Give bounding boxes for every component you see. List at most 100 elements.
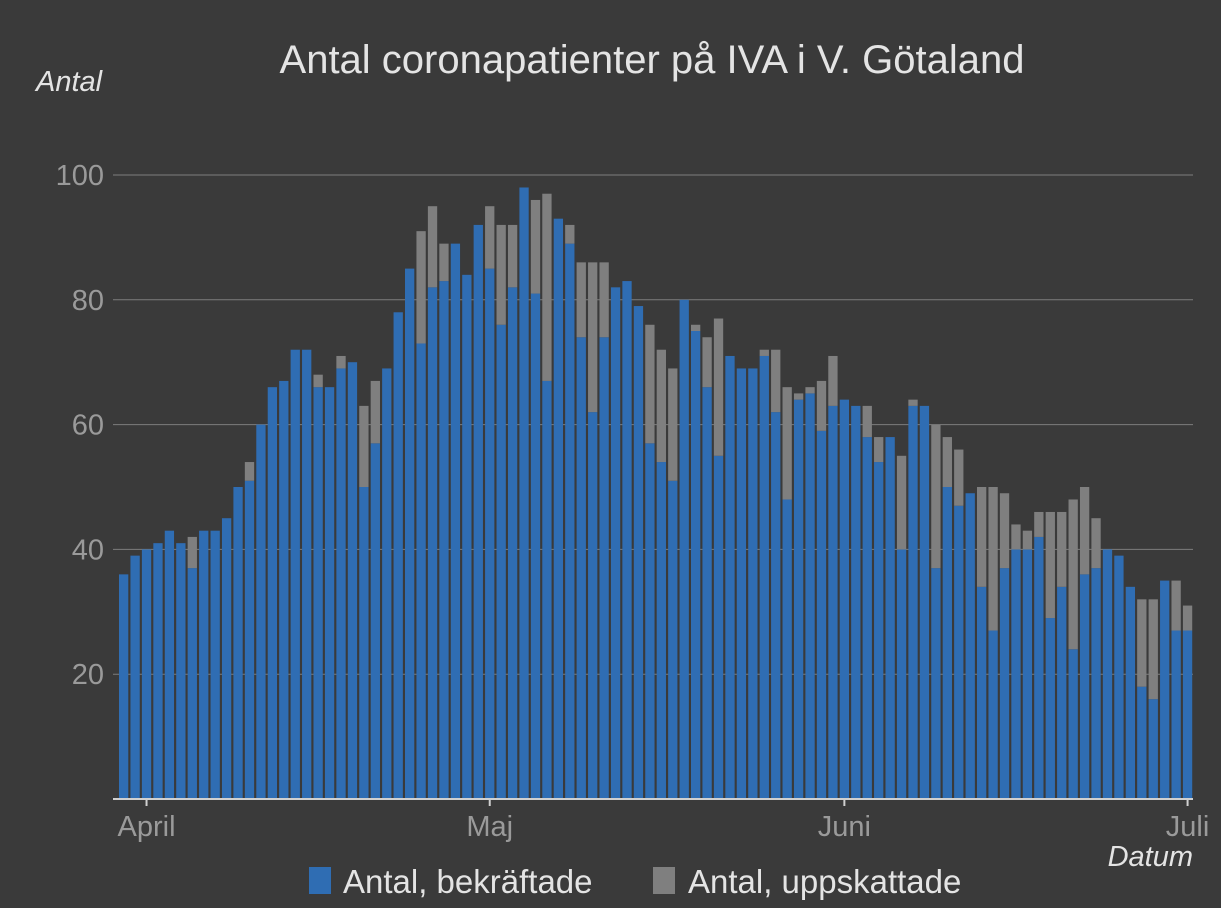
bar-bekraftade xyxy=(610,287,621,799)
bar-bekraftade xyxy=(176,543,186,799)
bar-uppskattade xyxy=(988,487,998,631)
bar-bekraftade xyxy=(965,493,975,799)
bar-uppskattade xyxy=(1045,511,1055,619)
bar-uppskattade xyxy=(359,405,369,487)
bar-bekraftade xyxy=(942,487,952,799)
bar-bekraftade xyxy=(244,480,255,799)
bar-bekraftade xyxy=(977,586,987,799)
bar-bekraftade xyxy=(416,343,426,799)
bar-uppskattade xyxy=(313,374,323,388)
bar-bekraftade xyxy=(736,368,747,799)
bar-uppskattade xyxy=(691,324,701,331)
bar-uppskattade xyxy=(896,455,907,550)
bar-uppskattade xyxy=(1182,605,1193,631)
x-tick-label: Juli xyxy=(1166,811,1210,843)
bar-uppskattade xyxy=(931,424,941,569)
bar-bekraftade xyxy=(1045,618,1055,799)
bar-uppskattade xyxy=(759,349,769,356)
bar-bekraftade xyxy=(713,455,724,799)
bar-uppskattade xyxy=(862,405,872,438)
x-axis-label: Datum xyxy=(1108,841,1193,873)
bar-bekraftade xyxy=(1160,580,1170,799)
x-tick-label: Maj xyxy=(466,811,513,843)
bar-bekraftade xyxy=(1034,536,1044,799)
legend-swatch-uppskattade xyxy=(653,867,675,894)
y-tick-label: 100 xyxy=(56,160,104,192)
bar-bekraftade xyxy=(656,462,666,799)
bar-uppskattade xyxy=(1148,599,1158,700)
bar-bekraftade xyxy=(439,281,449,800)
bar-bekraftade xyxy=(1091,568,1101,799)
bar-bekraftade xyxy=(702,387,712,799)
bar-uppskattade xyxy=(1022,530,1033,550)
bar-uppskattade xyxy=(656,349,666,463)
bar-bekraftade xyxy=(1137,686,1147,799)
bar-bekraftade xyxy=(187,568,197,799)
bar-uppskattade xyxy=(1011,524,1021,550)
legend-label-uppskattade: Antal, uppskattade xyxy=(688,863,961,900)
bar-bekraftade xyxy=(862,437,872,799)
x-tick-label: April xyxy=(118,811,176,843)
bar-bekraftade xyxy=(748,368,758,799)
bar-bekraftade xyxy=(130,555,140,799)
bar-bekraftade xyxy=(507,287,518,799)
legend-swatch-bekraftade xyxy=(309,867,331,894)
bar-bekraftade xyxy=(885,437,895,799)
bar-bekraftade xyxy=(805,393,815,799)
bar-uppskattade xyxy=(187,536,197,569)
bar-bekraftade xyxy=(816,430,827,799)
bar-bekraftade xyxy=(851,405,861,799)
bar-bekraftade xyxy=(405,268,415,800)
bar-bekraftade xyxy=(588,412,598,799)
y-tick-label: 20 xyxy=(72,659,104,691)
bar-uppskattade xyxy=(1068,499,1078,650)
bar-bekraftade xyxy=(828,405,838,799)
bar-bekraftade xyxy=(1171,630,1181,799)
x-ticks: April Maj Juni Juli xyxy=(118,799,1210,843)
bar-uppskattade xyxy=(588,262,598,413)
bar-uppskattade xyxy=(416,231,426,344)
bar-uppskattade xyxy=(1091,518,1101,569)
bar-bekraftade xyxy=(462,274,472,800)
bar-uppskattade xyxy=(565,224,575,244)
bar-uppskattade xyxy=(771,349,781,413)
bar-bekraftade xyxy=(896,549,907,799)
bar-uppskattade xyxy=(1079,487,1090,575)
bar-uppskattade xyxy=(244,462,255,481)
bar-bekraftade xyxy=(370,443,380,799)
bar-uppskattade xyxy=(954,449,964,506)
bar-bekraftade xyxy=(485,268,495,800)
bar-bekraftade xyxy=(633,306,644,799)
bar-bekraftade xyxy=(496,324,506,799)
bar-bekraftade xyxy=(931,568,941,799)
bar-uppskattade xyxy=(542,193,552,381)
bar-bekraftade xyxy=(1068,649,1078,799)
bar-bekraftade xyxy=(359,487,369,799)
bar-bekraftade xyxy=(313,387,323,799)
bar-bekraftade xyxy=(988,630,998,799)
bar-uppskattade xyxy=(816,380,827,431)
bar-bekraftade xyxy=(347,362,358,799)
chart-title: Antal coronapatienter på IVA i V. Götala… xyxy=(280,38,1025,82)
bar-uppskattade xyxy=(496,224,506,325)
bar-bekraftade xyxy=(279,380,289,799)
bar-uppskattade xyxy=(828,355,838,406)
bar-bekraftade xyxy=(599,337,609,799)
bar-bekraftade xyxy=(324,387,335,799)
bar-bekraftade xyxy=(542,380,552,799)
bar-uppskattade xyxy=(713,318,724,456)
legend: Antal, bekräftade Antal, uppskattade xyxy=(309,863,961,900)
bar-bekraftade xyxy=(565,243,575,799)
bar-bekraftade xyxy=(1182,630,1193,799)
bar-bekraftade xyxy=(771,412,781,799)
bar-bekraftade xyxy=(645,443,655,799)
bar-bekraftade xyxy=(302,349,312,799)
bar-uppskattade xyxy=(805,387,815,394)
bar-bekraftade xyxy=(622,281,632,800)
bar-bekraftade xyxy=(473,224,483,800)
bar-uppskattade xyxy=(1057,511,1067,587)
bar-uppskattade xyxy=(370,380,380,444)
bar-bekraftade xyxy=(210,530,220,799)
bar-uppskattade xyxy=(1137,599,1147,687)
